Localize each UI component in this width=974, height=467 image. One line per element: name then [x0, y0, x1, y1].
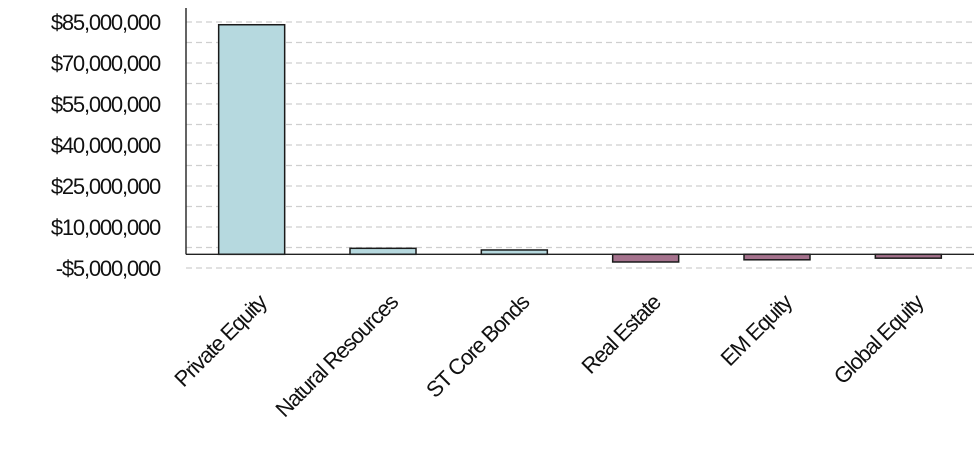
y-tick-label-4: $25,000,000 — [51, 174, 161, 199]
y-tick-labels: $85,000,000 $70,000,000 $55,000,000 $40,000… — [51, 10, 162, 281]
x-category-label-real-estate: Real Estate — [576, 289, 665, 378]
x-category-label-private-equity: Private Equity — [169, 289, 272, 392]
x-category-label-natural-resources: Natural Resources — [270, 289, 403, 422]
category-labels: Private Equity Natural Resources ST Core B… — [169, 289, 928, 422]
bar-em-equity — [743, 253, 811, 261]
y-tick-label-5: $10,000,000 — [51, 215, 161, 240]
x-category-label-st-core-bonds: ST Core Bonds — [421, 289, 535, 403]
x-category-label-global-equity: Global Equity — [829, 289, 929, 389]
bar-natural-resources — [349, 247, 417, 256]
y-tick-label-1: $70,000,000 — [51, 51, 161, 76]
y-tick-label-3: $40,000,000 — [51, 133, 161, 158]
y-tick-label-0: $85,000,000 — [51, 10, 161, 35]
gridlines — [186, 21, 974, 269]
bars — [217, 23, 943, 263]
axes — [185, 8, 974, 256]
bar-real-estate — [611, 253, 680, 263]
bar-private-equity — [217, 23, 286, 256]
y-tick-label-6: -$5,000,000 — [56, 256, 161, 281]
x-category-label-em-equity: EM Equity — [716, 289, 798, 371]
y-tick-label-2: $55,000,000 — [51, 92, 161, 117]
